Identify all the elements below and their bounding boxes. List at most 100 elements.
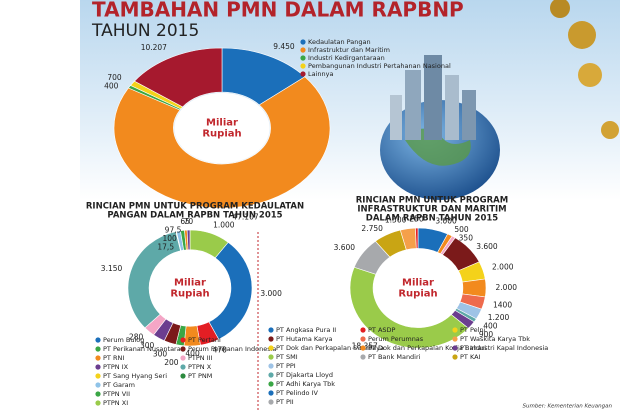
value-label: 470	[213, 346, 228, 355]
chart-title: DALAM RAPBN TAHUN 2015	[366, 214, 498, 224]
value-label: 100	[162, 234, 177, 243]
value-label: 18.357	[352, 341, 378, 350]
legend-label: Infrastruktur dan Maritim	[308, 46, 390, 54]
legend-label: PT Bank Mandiri	[368, 353, 421, 361]
legend-label: PT Industri Kapal Indonesia	[460, 344, 548, 352]
value-label: 250	[409, 215, 424, 224]
value-label: 3.150	[101, 264, 123, 273]
value-label: 2.000	[496, 283, 518, 292]
legend-label: Industri Kedirgantaraan	[308, 54, 385, 62]
legend-label: PT RNI	[103, 354, 124, 362]
chart-title: RINCIAN PMN UNTUK PROGRAM KEDAULATAN	[86, 202, 304, 212]
legend-swatch	[268, 336, 274, 342]
center-label: Miliar	[402, 278, 434, 289]
value-label: 3.000	[435, 216, 457, 225]
value-label: 900	[479, 330, 494, 339]
legend-label: Perum Perumnas	[368, 335, 424, 343]
legend-label: PT PNM	[188, 372, 212, 380]
legend-label: PT Waskita Karya Tbk	[460, 335, 530, 343]
legend-swatch	[452, 354, 458, 360]
legend-swatch	[268, 363, 274, 369]
subtitle: TAHUN 2015	[91, 21, 199, 41]
value-label: 3.600	[334, 243, 356, 252]
value-label: 97,5	[165, 226, 182, 235]
legend-label: PTPN IX	[103, 363, 129, 371]
legend-swatch	[268, 390, 274, 396]
value-label: 350	[459, 233, 474, 242]
legend-label: PT Dok dan Perkapalan Kodja Bahari	[368, 344, 486, 352]
center-label: Rupiah	[398, 289, 437, 300]
legend-label: PT Hutama Karya	[276, 335, 333, 343]
legend-label: PT PII	[276, 398, 294, 406]
value-label: 400	[185, 349, 200, 358]
value-label: 280	[129, 333, 144, 342]
value-label: 70	[184, 217, 194, 226]
legend-swatch	[452, 336, 458, 342]
legend-label: PT KAI	[460, 353, 481, 361]
legend-swatch	[268, 354, 274, 360]
legend-label: PT Pelni	[460, 326, 486, 334]
legend-label: Lainnya	[308, 70, 333, 78]
legend-label: PTPN X	[188, 363, 212, 371]
legend-swatch	[268, 381, 274, 387]
value-label: 1.000	[213, 221, 235, 230]
center-label: Rupiah	[202, 129, 241, 140]
legend-label: PT Sang Hyang Seri	[103, 372, 167, 380]
legend-label: PTPN XI	[103, 399, 128, 407]
legend-swatch	[360, 336, 366, 342]
globe-illustration	[380, 0, 619, 200]
value-label: 3.600	[476, 242, 498, 251]
legend-label: PT ASDP	[368, 326, 396, 334]
legend-label: PT Adhi Karya Tbk	[276, 380, 335, 388]
legend-swatch	[180, 364, 186, 370]
legend-label: PT SMI	[276, 353, 298, 361]
legend-swatch	[360, 327, 366, 333]
legend-label: PT PPI	[276, 362, 296, 370]
value-label: 400	[483, 321, 498, 330]
legend-swatch	[180, 346, 186, 352]
value-label: 500	[454, 225, 469, 234]
legend-swatch	[360, 345, 366, 351]
value-label: 700	[107, 73, 122, 82]
donut-segment	[186, 229, 191, 251]
legend-swatch	[95, 346, 101, 352]
donut-segment	[133, 47, 223, 108]
legend-label: PT Angkasa Pura II	[276, 326, 336, 334]
value-label: 400	[104, 81, 119, 90]
legend-swatch	[95, 391, 101, 397]
donut-segment	[113, 76, 331, 209]
legend-swatch	[95, 364, 101, 370]
value-label: 65	[180, 217, 190, 226]
legend-swatch	[300, 71, 306, 77]
legend-swatch	[268, 327, 274, 333]
center-disc	[374, 249, 462, 327]
value-label: 300	[153, 350, 168, 359]
legend-swatch	[95, 373, 101, 379]
legend-label: PTPN VII	[103, 390, 130, 398]
legend-label: PT Djakarta Lloyd	[276, 371, 333, 379]
value-label: 3.000	[260, 289, 282, 298]
legend-label: PT Pelindo IV	[276, 389, 318, 397]
title: TAMBAHAN PMN DALAM RAPBNP	[92, 0, 464, 22]
chart-title: PANGAN DALAM RAPBN TAHUN 2015	[107, 211, 282, 221]
legend-swatch	[268, 399, 274, 405]
legend-label: PT Pertani	[188, 336, 221, 344]
value-label: 1400	[493, 300, 512, 309]
center-disc	[150, 250, 230, 326]
donut-segment	[415, 227, 419, 249]
legend-swatch	[180, 355, 186, 361]
legend-swatch	[300, 39, 306, 45]
chart-title: INFRASTRUKTUR DAN MARITIM	[357, 205, 506, 215]
legend-swatch	[180, 373, 186, 379]
donut-segment	[349, 266, 469, 349]
legend-label: PT Perikanan Nusantara	[103, 345, 181, 353]
value-label: 1.200	[488, 313, 510, 322]
legend-swatch	[95, 337, 101, 343]
chart-title: RINCIAN PMN UNTUK PROGRAM	[356, 196, 508, 206]
legend-swatch	[268, 372, 274, 378]
legend-label: Perum Bulog	[103, 336, 144, 344]
legend-label: Kedaulatan Pangan	[308, 38, 371, 46]
legend-swatch	[268, 345, 274, 351]
value-label: 2.750	[361, 224, 383, 233]
